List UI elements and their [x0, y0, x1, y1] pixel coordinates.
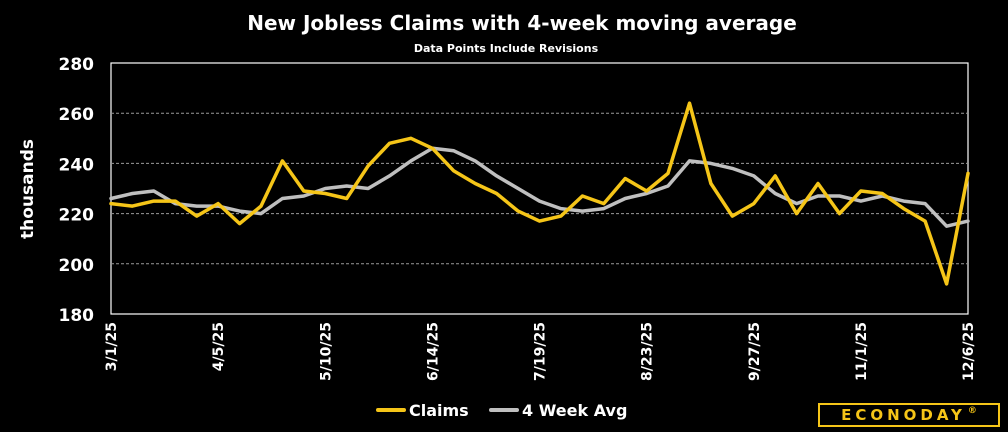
plot-area-frame: [110, 62, 969, 315]
y-tick-label: 260: [59, 105, 95, 125]
y-tick-label: 180: [59, 306, 95, 326]
econoday-logo: ECONODAY ®: [818, 403, 1000, 427]
x-tick-label: 5/10/25: [318, 322, 334, 381]
y-tick-label: 200: [59, 256, 95, 276]
y-tick-label: 240: [59, 155, 95, 175]
x-tick-label: 12/6/25: [961, 322, 977, 381]
x-tick-label: 4/5/25: [211, 322, 227, 371]
chart-title: New Jobless Claims with 4-week moving av…: [247, 11, 797, 35]
x-tick-label: 8/23/25: [640, 322, 656, 381]
x-tick-label: 9/27/25: [747, 322, 763, 381]
y-tick-label: 220: [59, 206, 95, 226]
x-tick-label: 7/19/25: [533, 322, 549, 381]
x-tick-label: 3/1/25: [104, 322, 120, 371]
legend-label-claims: Claims: [409, 401, 469, 420]
legend-label-4-week-avg: 4 Week Avg: [522, 401, 627, 420]
y-tick-label: 280: [59, 55, 95, 75]
series-line-claims: [109, 101, 970, 286]
logo-text: ECONODAY: [841, 406, 966, 424]
registered-mark: ®: [967, 406, 977, 416]
x-tick-label: 6/14/25: [425, 322, 441, 381]
chart-subtitle: Data Points Include Revisions: [414, 42, 599, 55]
x-tick-label: 11/1/25: [854, 322, 870, 381]
y-axis-label: thousands: [18, 139, 38, 239]
